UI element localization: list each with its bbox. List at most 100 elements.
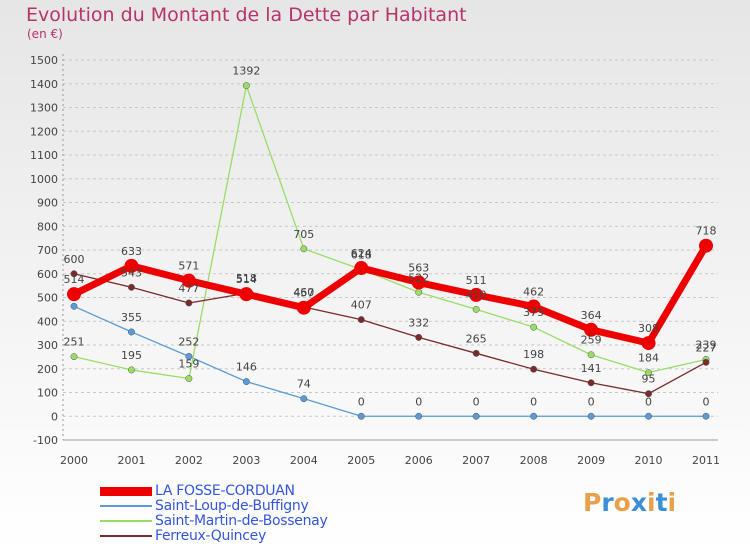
data-label: 624 — [351, 247, 372, 260]
data-point — [357, 412, 365, 420]
chart-title: Evolution du Montant de la Dette par Hab… — [26, 4, 467, 26]
data-label: 227 — [696, 341, 717, 354]
data-label: 198 — [523, 348, 544, 361]
y-tick-label: 700 — [37, 244, 58, 257]
data-label: 252 — [178, 335, 199, 348]
data-point — [702, 412, 710, 420]
data-label: 355 — [121, 311, 142, 324]
data-point — [242, 378, 250, 386]
data-label: 195 — [121, 349, 142, 362]
x-tick-label: 2006 — [405, 454, 433, 467]
data-label: 0 — [645, 395, 652, 408]
data-label: 308 — [638, 322, 659, 335]
data-point — [242, 82, 250, 90]
data-point — [645, 390, 652, 398]
data-point — [530, 323, 538, 331]
data-label: 518 — [236, 272, 257, 285]
data-label: 375 — [523, 306, 544, 319]
data-point — [587, 351, 595, 359]
y-tick-label: 0 — [51, 410, 58, 423]
data-label: 0 — [358, 395, 365, 408]
data-point — [70, 270, 78, 278]
data-label: 184 — [638, 352, 659, 365]
y-tick-label: 100 — [37, 387, 58, 400]
data-label: 450 — [466, 288, 487, 301]
series-line — [73, 273, 707, 395]
y-tick-label: 200 — [37, 363, 58, 376]
data-label: 141 — [581, 362, 602, 375]
data-label: 460 — [293, 286, 314, 299]
x-tick-label: 2001 — [117, 454, 145, 467]
y-tick-label: 1300 — [30, 102, 58, 115]
data-point — [584, 322, 599, 337]
x-tick-label: 2002 — [175, 454, 203, 467]
data-label: 159 — [178, 357, 199, 370]
x-tick-label: 2004 — [290, 454, 318, 467]
data-point — [641, 336, 656, 351]
data-point — [239, 287, 254, 302]
data-label: 259 — [581, 334, 602, 347]
logo-letter: i — [647, 488, 656, 517]
data-point — [699, 238, 713, 253]
data-point — [181, 273, 196, 288]
data-point — [128, 283, 135, 291]
data-label: 543 — [121, 266, 142, 279]
x-tick-label: 2007 — [462, 454, 490, 467]
logo-letter: P — [583, 488, 602, 517]
y-tick-label: 1400 — [30, 78, 58, 91]
data-label: 364 — [581, 309, 602, 322]
x-tick-label: 2008 — [520, 454, 548, 467]
logo-letter: i — [667, 488, 677, 517]
data-label: 265 — [466, 332, 487, 345]
data-point — [67, 287, 81, 302]
y-tick-label: 900 — [37, 197, 58, 210]
data-label: 332 — [408, 316, 429, 329]
data-label: 514 — [64, 273, 85, 286]
y-tick-label: 1200 — [30, 125, 58, 138]
data-label: 407 — [351, 299, 372, 312]
legend-swatch — [100, 535, 152, 537]
data-point — [645, 412, 652, 420]
data-label: 457 — [293, 287, 314, 300]
data-point — [587, 379, 595, 387]
y-tick-label: 1100 — [30, 149, 58, 162]
data-label: 0 — [703, 395, 710, 408]
x-tick-label: 2003 — [232, 454, 260, 467]
data-point — [128, 366, 135, 374]
data-label: 0 — [588, 395, 595, 408]
y-tick-label: 1000 — [30, 173, 58, 186]
data-point — [702, 358, 710, 366]
data-point — [530, 412, 538, 420]
data-point — [128, 328, 135, 336]
data-point — [300, 245, 308, 253]
legend-swatch — [100, 505, 152, 507]
data-point — [469, 287, 484, 302]
data-label: 74 — [297, 378, 311, 391]
series-line — [73, 85, 707, 380]
data-label: 563 — [408, 262, 429, 275]
data-label: 462 — [523, 286, 544, 299]
data-point — [185, 299, 193, 307]
data-label: 633 — [121, 245, 142, 258]
x-tick-label: 2009 — [577, 454, 605, 467]
data-point — [357, 316, 365, 324]
data-point — [411, 275, 426, 290]
data-label: 477 — [178, 282, 199, 295]
data-label: 0 — [530, 395, 537, 408]
data-label: 95 — [642, 373, 656, 386]
data-point — [185, 375, 193, 382]
x-tick-label: 2011 — [692, 454, 720, 467]
legend-label: Saint-Martin-de-Bossenay — [155, 513, 328, 529]
y-tick-label: -100 — [33, 434, 58, 447]
logo-letter: x — [630, 488, 647, 517]
logo-letter: o — [613, 488, 631, 517]
data-point — [70, 302, 78, 310]
data-point — [645, 369, 652, 376]
series-line — [70, 242, 710, 347]
data-label: 571 — [178, 260, 199, 273]
data-point — [124, 258, 139, 273]
series-line — [73, 305, 707, 417]
legend-label: LA FOSSE-CORDUAN — [155, 483, 295, 499]
data-point — [70, 353, 78, 361]
data-point — [415, 333, 423, 341]
